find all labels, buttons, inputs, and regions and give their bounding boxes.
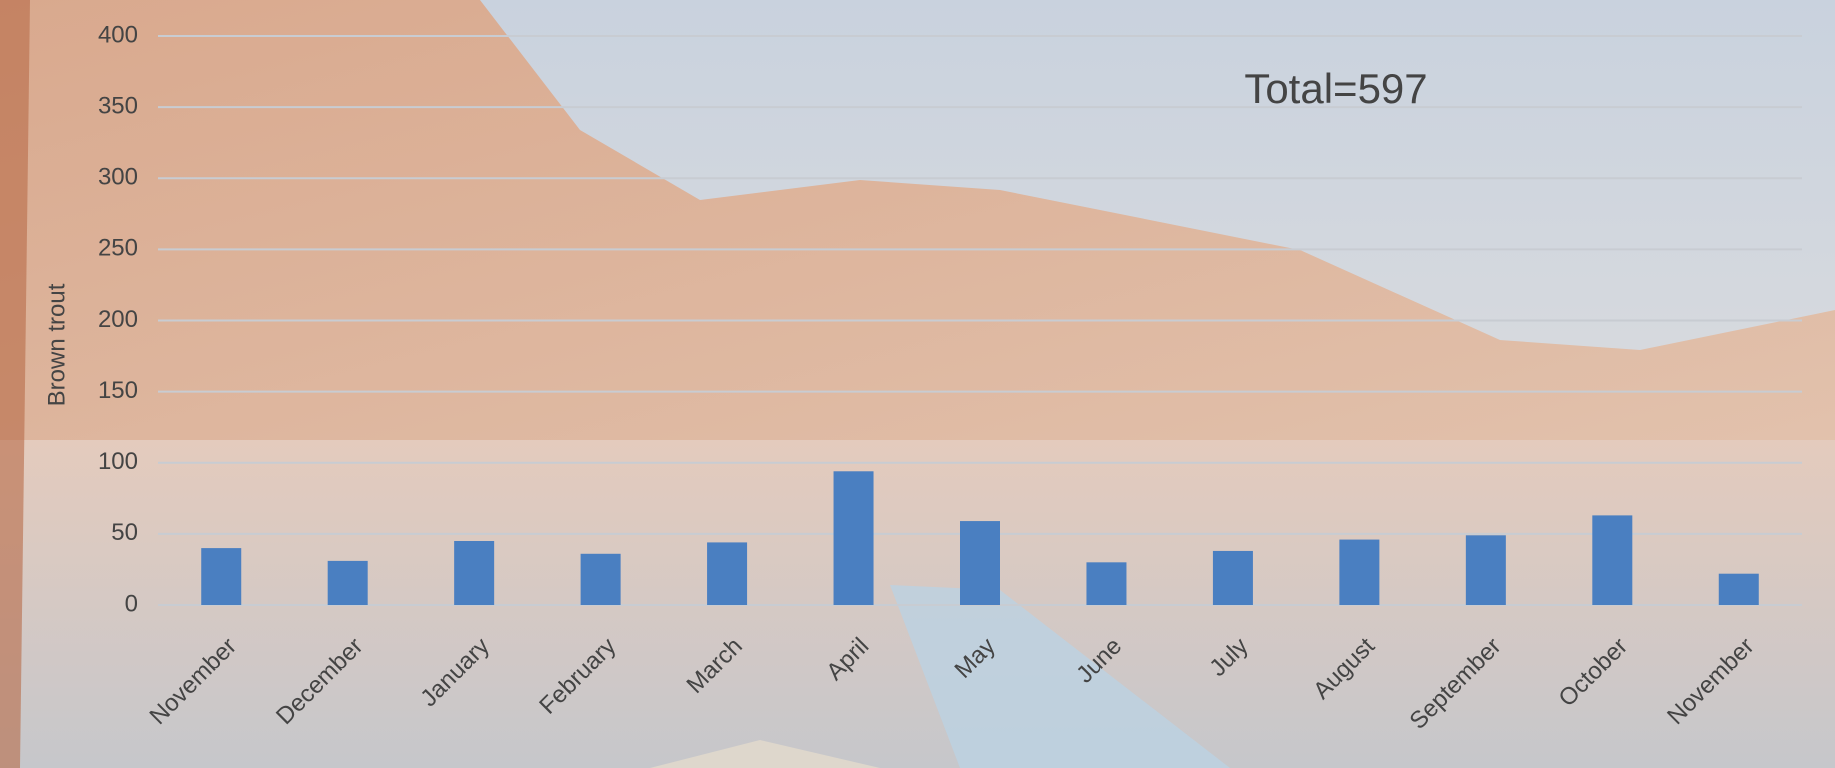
y-tick-label: 350: [98, 92, 138, 119]
bar: [1465, 535, 1506, 605]
y-axis-label: Brown trout: [43, 283, 70, 406]
y-tick-label: 300: [98, 164, 138, 191]
y-tick-label: 100: [98, 448, 138, 475]
bar: [454, 540, 495, 605]
annotation: Total=597: [1244, 65, 1427, 112]
bar: [1718, 573, 1759, 605]
bar: [1086, 562, 1127, 605]
bar: [1339, 539, 1380, 605]
y-tick-label: 400: [98, 21, 138, 48]
bar: [327, 560, 368, 605]
y-tick-label: 150: [98, 377, 138, 404]
bar: [1212, 550, 1253, 605]
bar: [201, 548, 242, 605]
bar: [707, 542, 748, 605]
y-tick-label: 50: [111, 519, 138, 546]
bar: [580, 553, 621, 605]
y-tick-label: 200: [98, 306, 138, 333]
bar: [960, 521, 1000, 605]
bar: [833, 471, 874, 605]
y-tick-label: 250: [98, 235, 138, 262]
y-tick-label: 0: [125, 590, 138, 617]
bar: [1592, 515, 1633, 605]
